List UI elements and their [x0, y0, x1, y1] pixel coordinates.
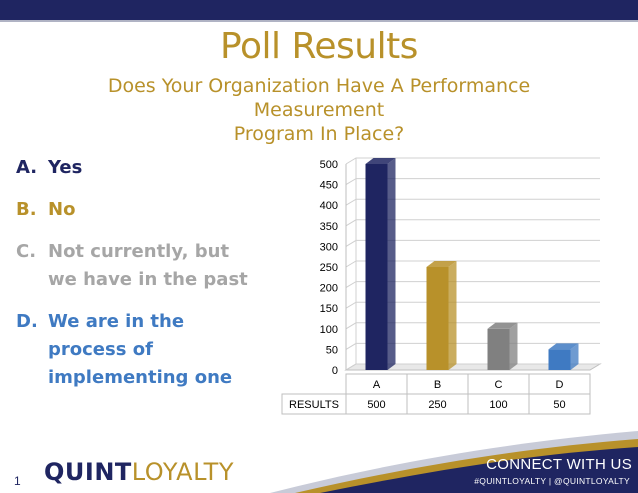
- answer-list: A. Yes B. No C. Not currently, but we ha…: [16, 154, 266, 406]
- subtitle-line-1: Does Your Organization Have A Performanc…: [107, 75, 531, 121]
- slide-title: Poll Results: [220, 26, 418, 67]
- y-tick-label: 350: [320, 221, 338, 233]
- table-series-label: RESULTS: [289, 399, 339, 411]
- y-tick-label: 50: [326, 344, 338, 356]
- logo-quint-text: QUINT: [44, 458, 132, 486]
- answer-a-line1: Yes: [48, 157, 83, 178]
- answer-a-text: Yes: [48, 154, 266, 182]
- y-tick-label: 100: [320, 324, 338, 336]
- quint-loyalty-logo: QUINTLOYALTY: [44, 458, 234, 486]
- y-tick-label: 450: [320, 180, 338, 192]
- slide-subtitle: Does Your Organization Have A Performanc…: [40, 74, 598, 146]
- answer-c-letter: C.: [16, 241, 37, 262]
- top-banner: [0, 0, 638, 20]
- connect-heading: CONNECT WITH US: [486, 456, 632, 473]
- bar-B: [426, 267, 449, 370]
- answer-d-line2: process of: [48, 339, 153, 360]
- bar-side: [570, 343, 579, 370]
- answer-d-line1: We are in the: [48, 311, 185, 332]
- y-tick-label: 400: [320, 200, 338, 212]
- bar-top: [426, 261, 457, 267]
- bar-D: [548, 349, 571, 370]
- answer-c-line2: we have in the past: [48, 269, 248, 290]
- answer-a-letter: A.: [16, 157, 38, 178]
- bar-A: [365, 164, 388, 370]
- data-label: 100: [489, 399, 507, 411]
- y-tick-label: 500: [320, 159, 338, 171]
- y-tick-label: 0: [332, 365, 338, 377]
- x-tick-label: B: [434, 379, 441, 391]
- social-handles: #QUINTLOYALTY | @QUINTLOYALTY: [474, 476, 630, 486]
- answer-c: C. Not currently, but we have in the pas…: [16, 238, 266, 294]
- answer-b-text: No: [48, 196, 266, 224]
- data-label: 50: [553, 399, 565, 411]
- page-number: 1: [14, 474, 21, 488]
- answer-b: B. No: [16, 196, 266, 224]
- y-tick-label: 150: [320, 303, 338, 315]
- bar-C: [487, 328, 510, 370]
- results-bar-chart: 0 50 100 150 200 250 300 350 400 450 500 RESULTS A 50…: [281, 157, 602, 415]
- answer-c-text: Not currently, but we have in the past: [48, 238, 266, 294]
- subtitle-line-2: Program In Place?: [233, 123, 405, 145]
- answer-b-line1: No: [48, 199, 76, 220]
- bar-side: [387, 158, 396, 370]
- bar-side: [509, 322, 518, 370]
- answer-d-text: We are in the process of implementing on…: [48, 308, 266, 392]
- chart-back-wall: [346, 158, 600, 370]
- answer-d-letter: D.: [16, 311, 38, 332]
- answer-b-letter: B.: [16, 199, 37, 220]
- y-tick-label: 200: [320, 283, 338, 295]
- bar-side: [448, 261, 457, 370]
- bar-top: [548, 343, 579, 350]
- logo-loyalty-text: LOYALTY: [131, 458, 234, 486]
- x-tick-label: C: [495, 379, 503, 391]
- answer-d: D. We are in the process of implementing…: [16, 308, 266, 392]
- answer-a: A. Yes: [16, 154, 266, 182]
- y-tick-label: 250: [320, 262, 338, 274]
- bar-top: [365, 158, 396, 164]
- y-tick-label: 300: [320, 241, 338, 253]
- data-label: 500: [367, 399, 385, 411]
- x-tick-label: A: [373, 379, 381, 391]
- footer-swoosh: [270, 431, 638, 493]
- data-label: 250: [428, 399, 446, 411]
- bar-top: [487, 322, 518, 329]
- answer-d-line3: implementing one: [48, 367, 233, 388]
- top-banner-divider: [0, 20, 638, 22]
- x-tick-label: D: [556, 379, 564, 391]
- answer-c-line1: Not currently, but: [48, 241, 230, 262]
